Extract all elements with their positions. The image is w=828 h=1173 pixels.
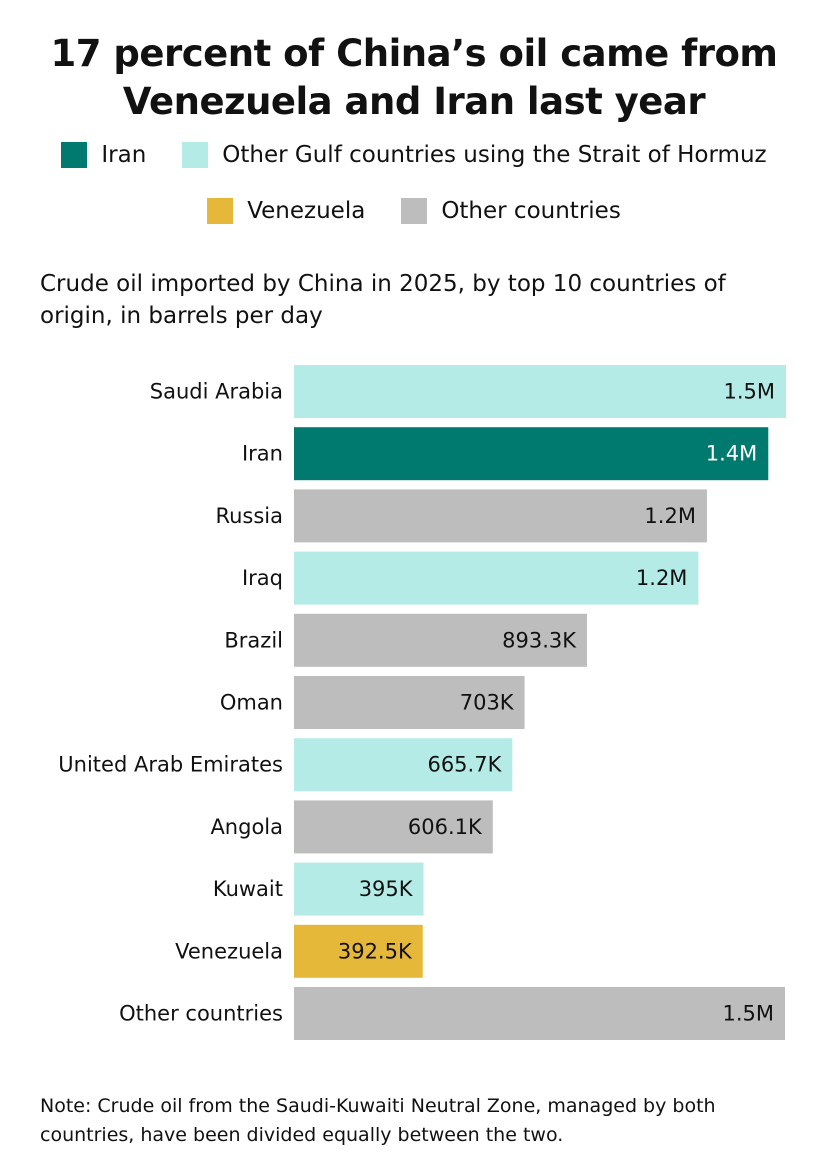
chart-subtitle: Crude oil imported by China in 2025, by … — [40, 271, 726, 329]
chart-note: Note: Crude oil from the Saudi-Kuwaiti N… — [40, 1095, 716, 1146]
category-label-iran: Iran — [242, 442, 283, 466]
value-label-other-countries: 1.5M — [723, 1002, 775, 1026]
legend-label-venezuela: Venezuela — [247, 198, 366, 224]
chart-title: 17 percent of China’s oil came from Vene… — [0, 30, 828, 126]
bar-kuwait — [294, 862, 424, 916]
legend-item-venezuela: Venezuela — [207, 198, 365, 224]
value-label-russia: 1.2M — [644, 504, 696, 528]
bar-russia — [294, 489, 707, 543]
bar-brazil — [294, 613, 588, 667]
category-label-iraq: Iraq — [242, 566, 283, 590]
bar-other-countries — [294, 987, 786, 1040]
legend-item-other-gulf: Other Gulf countries using the Strait of… — [182, 142, 767, 168]
legend-label-iran: Iran — [101, 142, 147, 168]
title-line-1: 17 percent of China’s oil came from — [50, 32, 778, 75]
value-label-kuwait: 395K — [359, 877, 414, 901]
category-label-brazil: Brazil — [224, 628, 283, 652]
category-label-other-countries: Other countries — [119, 1002, 283, 1026]
value-label-united-arab-emirates: 665.7K — [427, 753, 502, 777]
value-label-oman: 703K — [460, 691, 515, 715]
value-label-venezuela: 392.5K — [338, 939, 413, 963]
category-label-united-arab-emirates: United Arab Emirates — [58, 753, 283, 777]
legend-swatch-other-countries — [401, 198, 428, 224]
legend-swatch-iran — [61, 142, 88, 168]
category-label-kuwait: Kuwait — [213, 877, 283, 901]
legend-row-2: Venezuela Other countries — [0, 198, 828, 224]
category-label-saudi-arabia: Saudi Arabia — [150, 380, 283, 404]
category-label-venezuela: Venezuela — [175, 939, 283, 963]
category-label-oman: Oman — [220, 691, 283, 715]
value-label-iraq: 1.2M — [636, 566, 688, 590]
legend-item-iran: Iran — [61, 142, 146, 168]
legend-swatch-venezuela — [207, 198, 234, 224]
legend-swatch-other-gulf — [182, 142, 209, 168]
bar-iran — [294, 427, 769, 481]
legend-label-other-gulf: Other Gulf countries using the Strait of… — [222, 142, 767, 168]
bar-united-arab-emirates — [294, 738, 513, 792]
bar-venezuela — [294, 924, 423, 978]
category-label-russia: Russia — [215, 504, 283, 528]
title-line-2: Venezuela and Iran last year — [122, 80, 706, 123]
bar-iraq — [294, 551, 699, 605]
value-label-saudi-arabia: 1.5M — [723, 380, 775, 404]
bar-saudi-arabia — [294, 365, 786, 418]
legend-label-other-countries: Other countries — [441, 198, 621, 224]
value-label-brazil: 893.3K — [502, 628, 577, 652]
legend-item-other-countries: Other countries — [401, 198, 621, 224]
value-label-angola: 606.1K — [408, 815, 483, 839]
bar-oman — [294, 676, 525, 729]
legend-row-1: Iran Other Gulf countries using the Stra… — [0, 142, 828, 168]
bar-angola — [294, 800, 493, 854]
value-label-iran: 1.4M — [706, 442, 758, 466]
category-label-angola: Angola — [210, 815, 283, 839]
